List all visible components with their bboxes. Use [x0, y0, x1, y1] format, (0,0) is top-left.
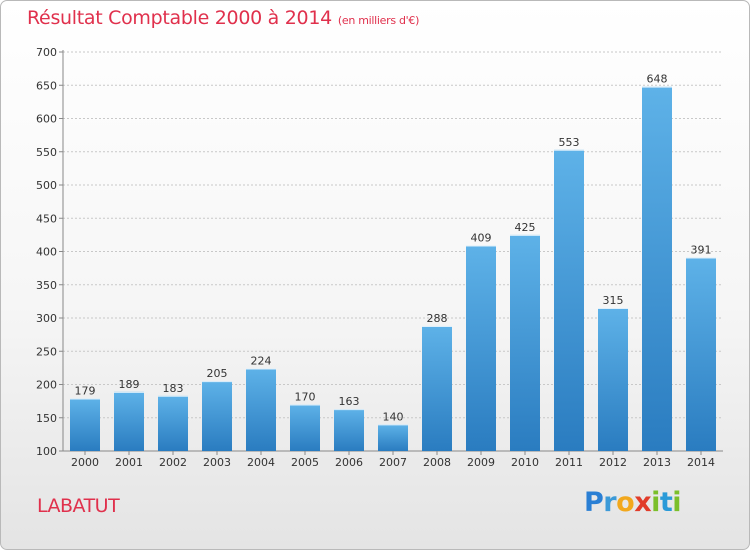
logo-letter-5: t — [659, 487, 673, 518]
logo-letter-0: P — [584, 487, 604, 518]
bar-2004 — [246, 368, 276, 451]
x-tick-label: 2010 — [511, 456, 539, 469]
x-tick-label: 2003 — [203, 456, 231, 469]
bar-value-label: 163 — [339, 395, 360, 408]
bar-2000 — [70, 398, 100, 451]
logo-letter-4: i — [651, 487, 660, 518]
bar-2008 — [422, 325, 452, 451]
bar-value-label: 170 — [295, 390, 316, 403]
bar-value-label: 288 — [427, 312, 448, 325]
y-tick-label: 100 — [36, 445, 57, 458]
bar-value-label: 391 — [691, 243, 712, 256]
bar-value-label: 189 — [119, 378, 140, 391]
bar-value-label: 409 — [471, 232, 492, 245]
bar-2002 — [158, 395, 188, 451]
y-tick-label: 500 — [36, 179, 57, 192]
x-tick-label: 2001 — [115, 456, 143, 469]
bar-value-label: 205 — [207, 367, 228, 380]
proxiti-logo[interactable]: Proxiti — [584, 487, 682, 518]
y-tick-label: 350 — [36, 279, 57, 292]
bar-value-label: 425 — [515, 221, 536, 234]
labels: 179 189 183 205 224 170 163 140 288 409 425 553 315 6… — [75, 73, 712, 424]
x-tick-label: 2006 — [335, 456, 363, 469]
y-tick-label: 550 — [36, 146, 57, 159]
bar-value-label: 648 — [647, 73, 668, 86]
y-tick-label: 700 — [36, 46, 57, 59]
chart-subtitle: (en milliers d'€) — [337, 14, 420, 27]
bar-2013 — [642, 86, 672, 451]
x-tick-label: 2012 — [599, 456, 627, 469]
x-tick-label: 2004 — [247, 456, 275, 469]
logo-letter-2: o — [616, 487, 635, 518]
bar-2007 — [378, 424, 408, 451]
logo-letter-6: i — [672, 487, 682, 518]
x-tick-label: 2005 — [291, 456, 319, 469]
x-tick-label: 2008 — [423, 456, 451, 469]
bar-value-label: 224 — [251, 355, 272, 368]
logo-letter-3: x — [634, 487, 652, 518]
commune-name: LABATUT — [37, 495, 120, 517]
bar-value-label: 315 — [603, 294, 624, 307]
y-tick-label: 150 — [36, 412, 57, 425]
bar-2011 — [554, 149, 584, 451]
bar-value-label: 183 — [163, 382, 184, 395]
chart-title-text: Résultat Comptable 2000 à 2014 — [27, 7, 332, 29]
bar-value-label: 553 — [559, 136, 580, 149]
x-tick-label: 2007 — [379, 456, 407, 469]
bar-2003 — [202, 381, 232, 451]
bar-value-label: 140 — [383, 410, 404, 423]
y-tick-label: 200 — [36, 379, 57, 392]
x-tick-label: 2014 — [687, 456, 715, 469]
bar-value-label: 179 — [75, 384, 96, 397]
y-tick-label: 450 — [36, 212, 57, 225]
bar-2005 — [290, 404, 320, 451]
x-tick-label: 2013 — [643, 456, 671, 469]
chart-title: Résultat Comptable 2000 à 2014 (en millie… — [27, 7, 419, 29]
bar-2012 — [598, 308, 628, 451]
bar-2009 — [466, 245, 496, 451]
axes: 100 150 200 250 300 350 400 450 500 550 600 650 700 2… — [36, 46, 723, 469]
y-tick-label: 650 — [36, 79, 57, 92]
bar-2014 — [686, 257, 716, 451]
y-tick-label: 400 — [36, 246, 57, 259]
logo-letter-1: r — [603, 487, 617, 518]
bar-2001 — [114, 391, 144, 451]
y-tick-label: 250 — [36, 345, 57, 358]
x-tick-label: 2000 — [71, 456, 99, 469]
y-tick-label: 600 — [36, 113, 57, 126]
x-tick-label: 2011 — [555, 456, 583, 469]
bars — [70, 86, 716, 451]
bar-2006 — [334, 409, 364, 451]
x-tick-label: 2002 — [159, 456, 187, 469]
y-tick-label: 300 — [36, 312, 57, 325]
bar-2010 — [510, 234, 540, 451]
x-tick-label: 2009 — [467, 456, 495, 469]
